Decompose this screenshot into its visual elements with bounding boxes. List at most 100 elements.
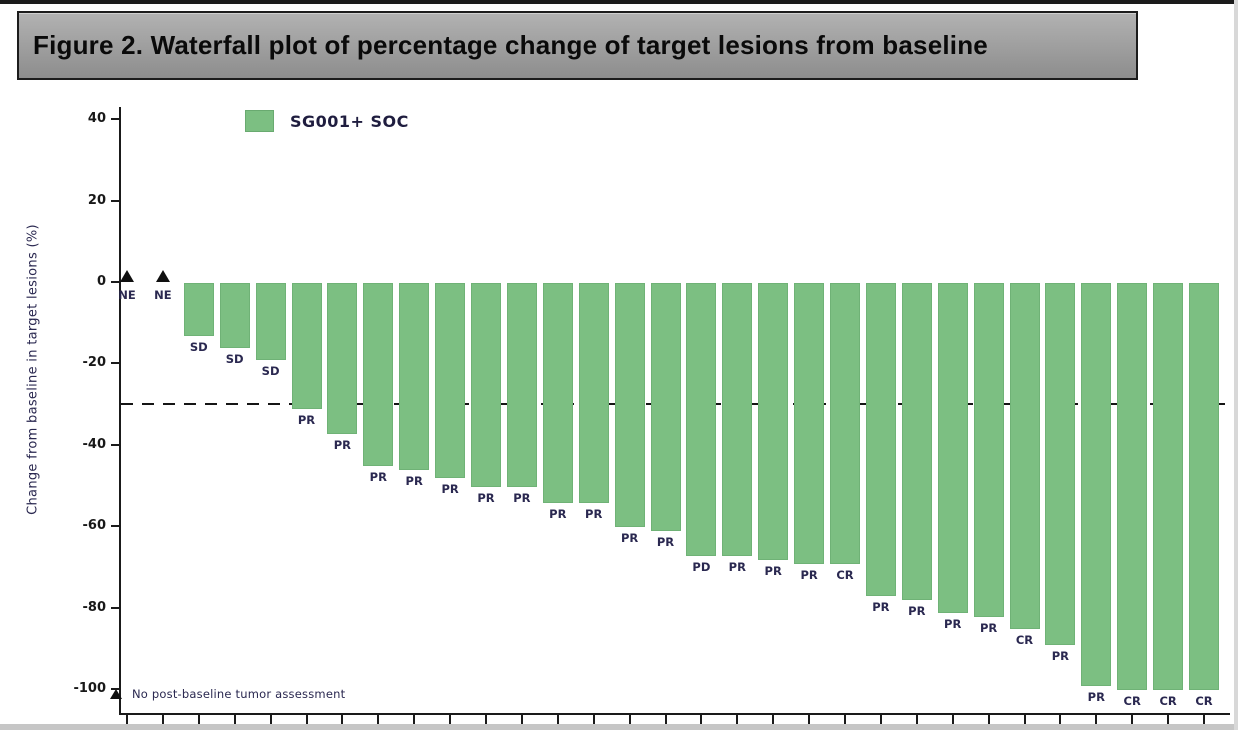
y-axis-tick-label: -20 [82,355,107,371]
x-axis-tick [161,715,164,724]
waterfall-bar [506,283,537,487]
waterfall-bar [901,283,932,601]
response-label: PR [620,531,639,546]
waterfall-bar [578,283,609,503]
top-border-strip [0,0,1238,4]
x-axis-tick [951,715,954,724]
y-axis-tick [111,199,119,202]
response-label: PR [908,604,926,619]
x-axis-tick [808,715,811,724]
waterfall-bar [614,283,645,528]
x-axis-tick [197,715,200,724]
waterfall-bar [1081,283,1112,686]
x-axis-tick [987,715,990,724]
waterfall-bar [542,283,573,503]
waterfall-bar [1117,283,1148,690]
x-axis-tick [592,715,595,724]
x-axis-tick [700,715,703,724]
waterfall-bar [650,283,681,532]
response-label: CR [1195,694,1213,708]
waterfall-bar [399,283,430,471]
waterfall-bar [1009,283,1040,629]
x-axis-tick [485,715,487,724]
figure-title-bar: Figure 2. Waterfall plot of percentage c… [17,11,1138,80]
x-axis-tick [736,715,739,724]
waterfall-bar [435,283,466,479]
response-label: PR [477,490,495,505]
waterfall-bar [794,283,825,564]
x-axis-tick [1203,715,1205,724]
response-label: PR [764,563,782,578]
x-axis-tick [1095,715,1098,724]
y-axis-tick [111,525,119,528]
waterfall-bar [865,283,896,597]
x-axis-tick [844,715,846,724]
x-axis-tick [341,715,344,724]
x-axis-tick [1167,715,1170,724]
response-label: PR [513,490,531,505]
no-assessment-triangle-icon [120,270,134,282]
right-border-strip [1234,0,1238,730]
y-axis-tick [111,443,119,446]
footnote-text: No post-baseline tumor assessment [132,687,346,701]
response-label: PR [1051,649,1070,664]
response-label: CR [1123,694,1141,708]
waterfall-bar [973,283,1004,617]
response-label: CR [1159,694,1177,708]
response-label: PR [441,482,459,497]
response-label: SD [189,339,208,354]
x-axis-tick [1059,715,1062,724]
x-axis-tick [520,715,523,724]
x-axis-tick [664,715,667,724]
legend-label: SG001+ SOC [290,111,409,131]
response-label: PR [872,600,890,615]
response-label: NE [154,288,172,302]
response-label: PR [944,616,962,631]
response-label: SD [225,352,244,367]
x-axis-tick [1131,715,1134,724]
waterfall-bar [1189,283,1219,690]
waterfall-bar [219,283,250,349]
y-axis-tick [111,606,119,609]
response-label: PR [800,567,818,582]
y-axis-tick-label: -60 [82,518,107,534]
y-axis-tick-label: 40 [87,111,106,127]
response-label: PR [369,470,387,485]
figure-title: Figure 2. Waterfall plot of percentage c… [33,30,988,60]
bottom-border-strip [0,724,1238,730]
response-label: CR [836,567,854,582]
x-axis-tick [1023,715,1026,724]
x-axis-tick [377,715,380,724]
y-axis-title: Change from baseline in target lesions (… [25,224,41,515]
y-axis-tick [111,281,119,283]
waterfall-bar [255,283,286,361]
y-axis-tick [111,362,119,365]
x-axis-tick [126,715,128,724]
waterfall-bar [183,283,214,336]
waterfall-chart: Change from baseline in target lesions (… [0,80,1238,730]
waterfall-bar [722,283,753,556]
x-axis-tick [772,715,775,724]
y-axis-tick-label: 0 [96,274,106,289]
y-axis-tick-label: -100 [73,681,106,696]
y-axis-tick [111,688,119,690]
response-label: PR [979,620,998,635]
x-axis-tick [305,715,308,724]
response-label: PR [656,535,675,550]
y-axis [119,107,121,715]
x-axis-tick [233,715,236,724]
waterfall-bar [686,283,717,556]
waterfall-bar [937,283,968,613]
legend: SG001+ SOC [245,110,409,132]
response-label: PR [333,437,352,452]
response-label: PR [405,474,423,489]
waterfall-bar [830,283,860,564]
response-label: CR [1015,632,1034,647]
waterfall-bar [1153,283,1184,690]
legend-swatch-icon [245,110,274,132]
x-axis-tick [628,715,631,724]
response-label: PD [692,559,711,574]
response-label: PR [549,506,567,521]
y-axis-tick-label: 20 [87,192,106,208]
